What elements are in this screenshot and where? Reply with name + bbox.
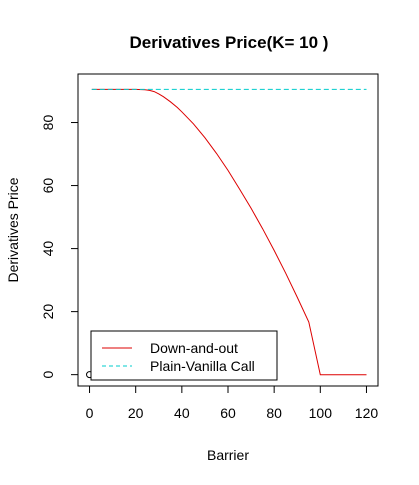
legend-box — [90, 330, 278, 381]
y-tick-label: 20 — [40, 304, 56, 320]
x-tick-label: 60 — [220, 405, 236, 421]
y-axis: 0 20 40 60 80 — [40, 115, 79, 379]
legend: Down-and-out Plain-Vanilla Call — [90, 330, 278, 381]
legend-label-plain-vanilla-call: Plain-Vanilla Call — [150, 358, 255, 374]
x-axis-label: Barrier — [207, 447, 249, 463]
y-tick-label: 60 — [40, 178, 56, 194]
x-axis: 0 20 40 60 80 100 120 — [86, 385, 379, 421]
x-tick-label: 20 — [128, 405, 144, 421]
chart-title: Derivatives Price(K= 10 ) — [130, 33, 329, 52]
x-tick-label: 80 — [266, 405, 282, 421]
x-tick-label: 120 — [355, 405, 379, 421]
x-tick-label: 100 — [309, 405, 333, 421]
y-axis-label: Derivatives Price — [5, 177, 21, 282]
y-tick-label: 80 — [40, 115, 56, 131]
y-tick-label: 40 — [40, 241, 56, 257]
x-tick-label: 40 — [174, 405, 190, 421]
legend-label-down-and-out: Down-and-out — [150, 340, 238, 356]
y-tick-label: 0 — [40, 371, 56, 379]
x-tick-label: 0 — [86, 405, 94, 421]
